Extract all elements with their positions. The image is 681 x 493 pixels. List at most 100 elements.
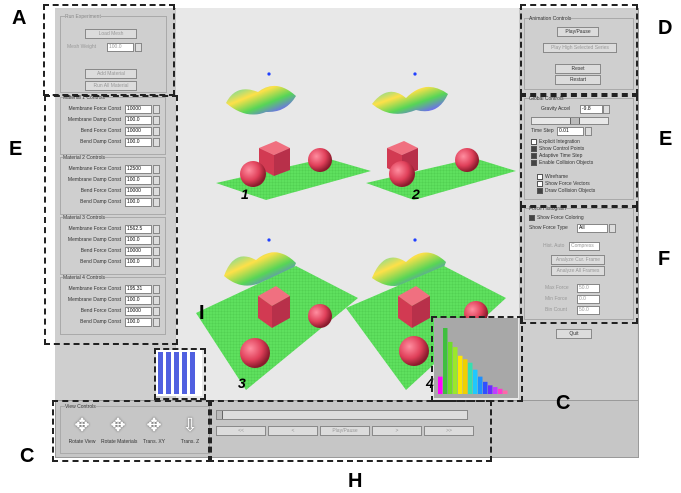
param-field[interactable]: 100.0 — [125, 116, 152, 125]
timestep-field[interactable]: 0.01 — [557, 127, 584, 136]
checkbox[interactable] — [531, 160, 537, 166]
view-controls-group: View Controls ✥ Rotate View ✥ Rotate Materi… — [60, 404, 210, 454]
checkbox[interactable] — [531, 139, 537, 145]
view-button[interactable]: ✥ Trans. XY — [137, 413, 171, 451]
slider-thumb[interactable] — [570, 118, 580, 124]
analyze-all-frames-button[interactable]: Analyze All Frames — [551, 266, 605, 276]
param-spinner[interactable] — [153, 225, 160, 234]
scene-1: 1 — [216, 72, 371, 202]
checkbox-row[interactable]: Enable Collision Objects — [531, 160, 593, 166]
play-pause-button[interactable]: Play/Pause — [557, 27, 599, 37]
checkbox-label: Show Control Points — [539, 146, 585, 152]
checkbox-label: Draw Collision Objects — [545, 188, 596, 194]
param-field[interactable]: 10000 — [125, 105, 152, 114]
param-label: Membrane Damp Const — [67, 117, 121, 123]
timeline-button[interactable]: << — [216, 426, 266, 436]
param-field[interactable]: 100.0 — [125, 138, 152, 147]
animation-controls-group: Animation Controls Play/Pause Play High … — [524, 16, 634, 90]
checkbox[interactable] — [531, 153, 537, 159]
timeline-button[interactable]: > — [372, 426, 422, 436]
show-coloring-check[interactable]: Show Force Coloring — [529, 215, 584, 221]
gravity-slider[interactable] — [531, 117, 609, 125]
force-type-dropdown[interactable] — [609, 224, 616, 233]
param-field[interactable]: 1562.5 — [125, 225, 152, 234]
load-mesh-button[interactable]: Load Mesh — [85, 29, 137, 39]
max-force-field[interactable]: 50.0 — [577, 284, 600, 293]
param-spinner[interactable] — [153, 236, 160, 245]
param-spinner[interactable] — [153, 285, 160, 294]
checkbox[interactable] — [537, 181, 543, 187]
param-field[interactable]: 100.0 — [125, 258, 152, 267]
run-all-button[interactable]: Run All Material — [85, 81, 137, 91]
arrow-down-icon: ⇩ — [182, 415, 198, 435]
region-e-outline — [520, 95, 638, 207]
timeline-thumb[interactable] — [217, 411, 223, 419]
gravity-field[interactable]: -9.8 — [580, 105, 603, 114]
checkbox[interactable] — [537, 174, 543, 180]
timeline-button[interactable]: >> — [424, 426, 474, 436]
gravity-spinner[interactable] — [603, 105, 610, 114]
param-spinner[interactable] — [153, 296, 160, 305]
param-field[interactable]: 100.0 — [125, 318, 152, 327]
force-type-select[interactable]: All — [577, 224, 608, 233]
param-spinner[interactable] — [153, 165, 160, 174]
label-i: I — [199, 302, 205, 324]
analyze-cur-frame-button[interactable]: Analyze Cur. Frame — [551, 255, 605, 265]
param-spinner[interactable] — [153, 318, 160, 327]
mesh-weight-spinner[interactable] — [135, 43, 142, 52]
quit-button[interactable]: Quit — [556, 329, 592, 339]
param-spinner[interactable] — [153, 307, 160, 316]
param-field[interactable]: 12500 — [125, 165, 152, 174]
param-spinner[interactable] — [153, 105, 160, 114]
checkbox[interactable] — [537, 188, 543, 194]
param-spinner[interactable] — [153, 127, 160, 136]
param-field[interactable]: 100.0 — [125, 176, 152, 185]
param-spinner[interactable] — [153, 198, 160, 207]
add-material-button[interactable]: Add Material — [85, 69, 137, 79]
param-field[interactable]: 195.31 — [125, 285, 152, 294]
hist-auto-select[interactable]: Compress — [569, 242, 600, 251]
mesh-weight-label: Mesh Weight — [67, 44, 97, 50]
param-spinner[interactable] — [153, 116, 160, 125]
restart-button[interactable]: Restart — [555, 75, 601, 85]
play-selected-button[interactable]: Play High Selected Series — [543, 43, 617, 53]
mesh-weight-field[interactable]: 100.0 — [107, 43, 134, 52]
param-field[interactable]: 10000 — [125, 127, 152, 136]
material-controls: Material 1 Controls Membrane Force Const 1… — [58, 95, 168, 337]
scene-3-label: 3 — [238, 375, 246, 391]
checkbox-row[interactable]: Show Control Points — [531, 146, 593, 152]
min-force-field[interactable]: 0.0 — [577, 295, 600, 304]
scene-2: 2 — [366, 72, 516, 202]
bin-count-field[interactable]: 50.0 — [577, 306, 600, 315]
checkbox-row[interactable]: Show Force Vectors — [537, 181, 595, 187]
param-field[interactable]: 10000 — [125, 187, 152, 196]
param-field[interactable]: 10000 — [125, 307, 152, 316]
param-field[interactable]: 100.0 — [125, 198, 152, 207]
reset-button[interactable]: Reset — [555, 64, 601, 74]
gravity-label: Gravity Accel — [541, 106, 571, 112]
timeline-slider[interactable] — [216, 410, 468, 420]
group-title: Material 2 Controls — [63, 155, 105, 161]
checkbox[interactable] — [531, 146, 537, 152]
param-spinner[interactable] — [153, 187, 160, 196]
timeline-button[interactable]: Play/Pause — [320, 426, 370, 436]
param-spinner[interactable] — [153, 247, 160, 256]
param-spinner[interactable] — [153, 258, 160, 267]
force-histogram-chart — [434, 318, 518, 398]
checkbox-row[interactable]: Wireframe — [537, 174, 595, 180]
param-spinner[interactable] — [153, 176, 160, 185]
param-field[interactable]: 100.0 — [125, 236, 152, 245]
checkbox-row[interactable]: Explicit Integration — [531, 139, 593, 145]
timestep-spinner[interactable] — [585, 127, 592, 136]
param-field[interactable]: 100.0 — [125, 296, 152, 305]
param-spinner[interactable] — [153, 138, 160, 147]
move-icon: ✥ — [146, 415, 162, 435]
view-button[interactable]: ✥ Rotate Materials — [101, 413, 137, 451]
checkbox[interactable] — [529, 215, 535, 221]
param-field[interactable]: 10000 — [125, 247, 152, 256]
view-button[interactable]: ✥ Rotate View — [65, 413, 99, 451]
checkbox-row[interactable]: Adaptive Time Step — [531, 153, 593, 159]
view-button[interactable]: ⇩ Trans. Z — [173, 413, 207, 451]
checkbox-row[interactable]: Draw Collision Objects — [537, 188, 595, 194]
timeline-button[interactable]: < — [268, 426, 318, 436]
